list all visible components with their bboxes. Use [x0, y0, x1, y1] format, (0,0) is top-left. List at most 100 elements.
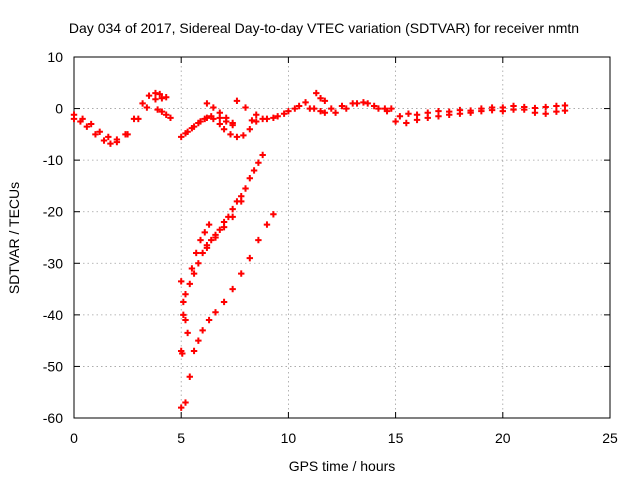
series-arc-a [70, 89, 170, 147]
data-point [182, 316, 189, 324]
y-tick-label: -30 [43, 255, 63, 271]
series-arc-b [154, 106, 174, 122]
data-point [216, 109, 223, 116]
data-point [167, 114, 174, 122]
data-point [467, 109, 474, 116]
data-point [229, 285, 236, 293]
data-point [201, 115, 208, 123]
data-point [139, 100, 146, 107]
data-point [100, 137, 108, 144]
data-point [195, 337, 202, 344]
data-point [343, 105, 350, 112]
data-point [364, 100, 371, 107]
data-point [223, 114, 230, 122]
data-point [158, 95, 166, 102]
data-point [332, 109, 339, 116]
data-point [220, 126, 228, 133]
data-point [180, 311, 187, 319]
data-point [227, 131, 234, 138]
data-point [233, 97, 241, 105]
data-point [195, 119, 202, 127]
data-point [488, 106, 496, 114]
x-axis-title: GPS time / hours [289, 458, 396, 474]
data-point [478, 107, 485, 115]
data-point [263, 221, 271, 228]
data-point [370, 102, 378, 110]
data-point [212, 309, 219, 316]
data-point [162, 94, 170, 101]
y-tick-label: -50 [43, 358, 63, 374]
y-tick-label: -10 [43, 152, 63, 168]
data-point [291, 105, 299, 112]
data-point [446, 111, 453, 118]
data-point [156, 90, 163, 98]
data-point [285, 107, 292, 115]
data-point [424, 114, 431, 122]
data-point [521, 106, 528, 113]
data-point [188, 265, 196, 272]
data-point [178, 404, 185, 411]
series-descent-a3 [203, 198, 245, 252]
data-point [143, 104, 151, 111]
series-descent-a [178, 151, 266, 298]
data-point [280, 110, 288, 117]
data-point [238, 270, 245, 277]
x-tick-label: 10 [281, 430, 297, 446]
data-point [188, 124, 196, 132]
data-point [270, 211, 277, 218]
data-point [233, 133, 241, 141]
data-point [321, 97, 329, 105]
data-point [302, 99, 309, 106]
data-point [201, 229, 208, 236]
data-point [199, 327, 206, 334]
data-point [96, 128, 103, 135]
data-point [190, 270, 198, 277]
data-point [328, 105, 335, 112]
data-point [313, 89, 320, 97]
data-point [216, 226, 223, 233]
data-point [246, 254, 254, 262]
data-point [250, 167, 258, 174]
data-point [542, 110, 549, 117]
data-point [105, 133, 112, 141]
data-point [79, 115, 86, 123]
data-point [145, 92, 153, 99]
data-point [542, 103, 549, 111]
data-point [83, 123, 91, 130]
data-point [220, 298, 228, 306]
series-descent-b [178, 211, 277, 411]
data-point [70, 111, 78, 118]
data-point [561, 107, 569, 114]
data-point [435, 113, 442, 120]
data-point [182, 291, 189, 298]
x-tick-label: 5 [177, 430, 185, 446]
data-point [255, 159, 262, 166]
data-point [360, 99, 367, 106]
data-point [135, 115, 142, 123]
data-point [152, 89, 159, 97]
data-point [510, 106, 517, 113]
series-outliers [178, 298, 191, 357]
data-point [208, 113, 215, 120]
data-point [203, 244, 211, 252]
data-point [184, 329, 191, 337]
data-point [456, 110, 464, 117]
data-point [87, 120, 95, 128]
data-point [220, 223, 228, 231]
data-point [240, 132, 247, 139]
data-point [195, 260, 202, 267]
x-tick-label: 15 [388, 430, 404, 446]
data-point [186, 373, 193, 380]
series-arc-f [233, 97, 389, 123]
data-point [193, 249, 200, 257]
data-point [205, 316, 213, 324]
series-arc-h-lower [392, 106, 569, 127]
data-point [553, 102, 560, 110]
data-point [392, 118, 399, 125]
series-descent-a2 [188, 221, 213, 272]
data-point [317, 95, 324, 102]
data-point [182, 399, 189, 406]
data-point [197, 236, 204, 244]
data-point [203, 100, 211, 107]
